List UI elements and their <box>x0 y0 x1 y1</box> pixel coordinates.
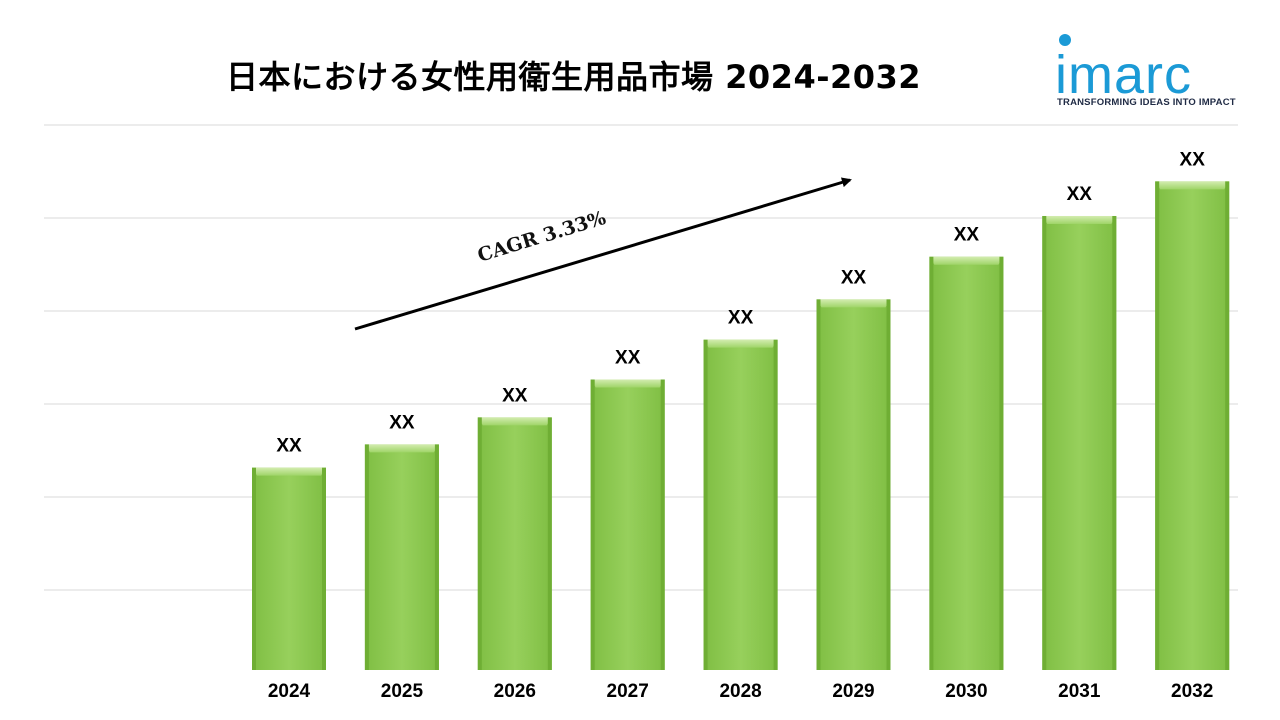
bar-edge <box>1042 215 1047 670</box>
data-labels: XX XX XX XX XX XX XX XX XX <box>276 149 1205 456</box>
bar-body <box>1042 215 1117 670</box>
bar-cap <box>590 379 665 388</box>
bar-cap <box>929 256 1004 265</box>
bar-cap <box>1155 181 1230 190</box>
bar-body <box>703 339 778 670</box>
bar-cap <box>477 417 552 426</box>
data-label-2028: XX <box>728 308 754 329</box>
bar-edge <box>547 417 552 670</box>
bar-body <box>816 299 891 670</box>
data-label-2024: XX <box>276 436 302 457</box>
bar-body <box>252 467 326 670</box>
x-tick-label-2026: 2026 <box>494 681 536 702</box>
x-tick-label-2027: 2027 <box>607 681 649 702</box>
bar-cap <box>252 467 326 476</box>
bar-cap <box>1042 215 1117 224</box>
data-label-2025: XX <box>389 412 415 433</box>
bar-edge <box>999 256 1004 670</box>
x-tick-label-2030: 2030 <box>945 681 987 702</box>
bar-2032 <box>1155 181 1230 671</box>
logo-dot <box>1059 34 1071 46</box>
bar-2026 <box>477 417 552 670</box>
bar-edge <box>703 339 708 670</box>
bar-2028 <box>703 339 778 670</box>
bar-edge <box>1225 181 1230 671</box>
bar-edge <box>1112 215 1117 670</box>
bar-cap <box>703 339 778 348</box>
bar-edge <box>886 299 891 670</box>
data-label-2032: XX <box>1180 149 1206 170</box>
bar-edge <box>816 299 821 670</box>
bar-body <box>477 417 552 670</box>
bar-2031 <box>1042 215 1117 670</box>
bar-2029 <box>816 299 891 670</box>
bar-2024 <box>252 467 326 670</box>
bar-body <box>929 256 1004 670</box>
bar-edge <box>364 444 369 670</box>
bar-edge <box>434 444 439 670</box>
bar-body <box>364 444 439 670</box>
category-labels: 2024 2025 2026 2027 2028 2029 2030 2031 2032 <box>268 681 1213 702</box>
data-label-2029: XX <box>841 267 867 288</box>
x-tick-label-2028: 2028 <box>719 681 761 702</box>
x-tick-label-2031: 2031 <box>1058 681 1101 702</box>
bar-2030 <box>929 256 1004 670</box>
bar-edge <box>590 379 595 670</box>
bar-edge <box>929 256 934 670</box>
x-tick-label-2025: 2025 <box>381 681 424 702</box>
bar-edge <box>477 417 482 670</box>
cagr-arrow <box>354 177 852 331</box>
bar-edge <box>1155 181 1160 671</box>
bar-edge <box>773 339 778 670</box>
logo-wordmark: imarc <box>1055 45 1192 105</box>
bar-cap <box>364 444 439 453</box>
bar-2025 <box>364 444 439 670</box>
bar-2027 <box>590 379 665 670</box>
data-label-2030: XX <box>954 225 980 246</box>
logo-tagline: TRANSFORMING IDEAS INTO IMPACT <box>1057 97 1236 108</box>
bar-edge <box>252 467 256 670</box>
bar-body <box>590 379 665 670</box>
bars <box>252 181 1230 671</box>
data-label-2026: XX <box>502 385 528 406</box>
data-label-2031: XX <box>1067 184 1093 205</box>
x-tick-label-2024: 2024 <box>268 681 311 702</box>
x-tick-label-2029: 2029 <box>832 681 874 702</box>
data-label-2027: XX <box>615 347 641 368</box>
bar-edge <box>322 467 326 670</box>
bar-edge <box>660 379 665 670</box>
bar-cap <box>816 299 891 308</box>
chart-title: 日本における女性用衛生用品市場 2024-2032 <box>226 58 922 96</box>
imarc-logo: imarc TRANSFORMING IDEAS INTO IMPACT <box>1055 30 1245 112</box>
bar-body <box>1155 181 1230 671</box>
x-tick-label-2032: 2032 <box>1171 681 1213 702</box>
